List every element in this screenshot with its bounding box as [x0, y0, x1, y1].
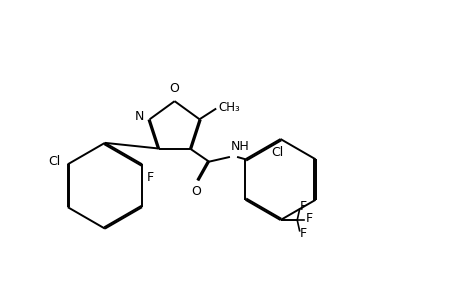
- Text: Cl: Cl: [271, 146, 283, 159]
- Text: CH₃: CH₃: [218, 101, 240, 114]
- Text: F: F: [299, 200, 306, 213]
- Text: F: F: [146, 171, 154, 184]
- Text: F: F: [305, 212, 312, 225]
- Text: Cl: Cl: [48, 155, 60, 168]
- Text: N: N: [134, 110, 143, 123]
- Text: O: O: [190, 185, 201, 198]
- Text: O: O: [169, 82, 179, 95]
- Text: F: F: [299, 226, 306, 240]
- Text: NH: NH: [230, 140, 249, 153]
